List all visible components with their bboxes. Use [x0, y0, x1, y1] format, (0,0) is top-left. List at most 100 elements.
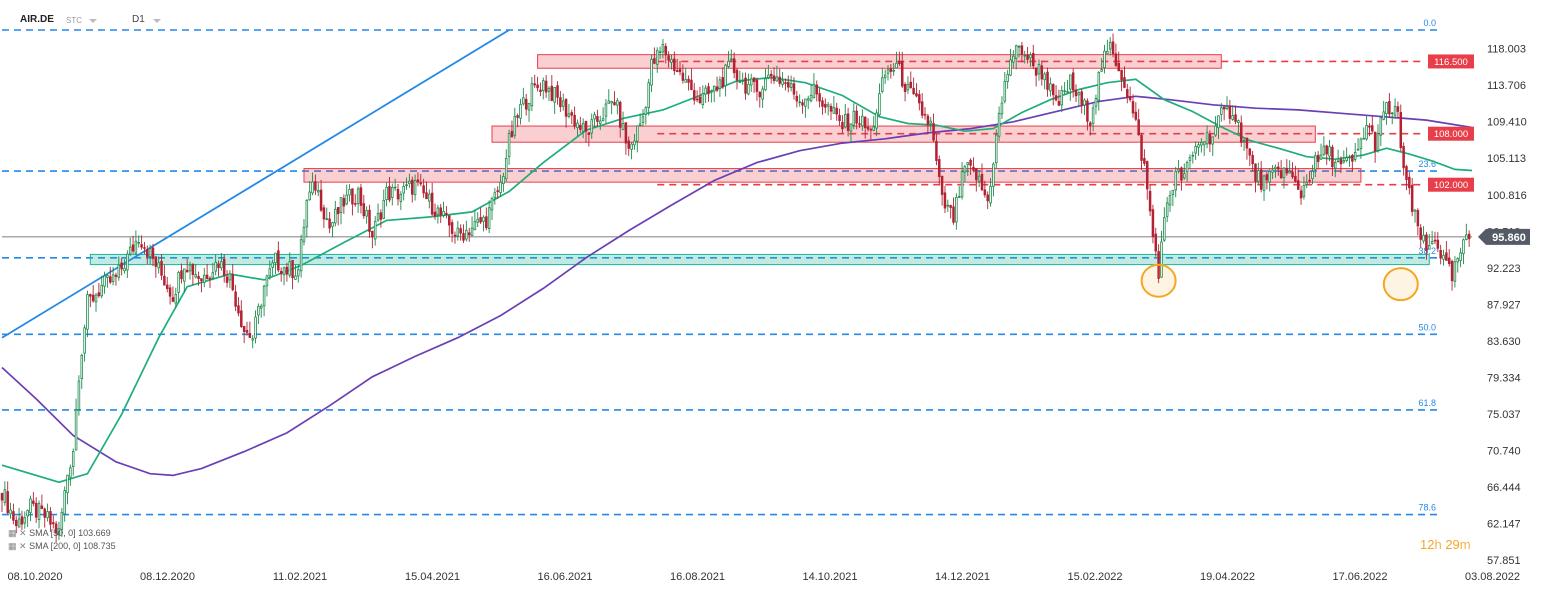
- candle-body: [1319, 154, 1323, 160]
- candle-body: [630, 143, 633, 150]
- candle-body: [1254, 163, 1257, 182]
- candle-body: [1331, 146, 1334, 168]
- chevron-down-icon[interactable]: [153, 19, 161, 23]
- x-tick-label: 15.02.2022: [1067, 571, 1122, 583]
- candle-body: [1074, 89, 1078, 97]
- resistance-zone: [537, 54, 1222, 69]
- fib-level-label: 78.6: [1418, 503, 1436, 513]
- close-icon[interactable]: ✕: [19, 528, 27, 538]
- candle-body: [1145, 161, 1149, 190]
- candle-body: [1376, 133, 1380, 151]
- candle-body: [866, 127, 870, 130]
- candle-body: [1040, 65, 1044, 80]
- candle-body: [778, 76, 781, 84]
- candle-body: [952, 206, 955, 223]
- candle-body: [707, 86, 710, 95]
- candle-body: [1316, 154, 1320, 162]
- candle-body: [496, 190, 499, 192]
- candle-body: [97, 292, 101, 297]
- candle-body: [262, 285, 266, 307]
- candle-body: [798, 101, 801, 104]
- x-axis[interactable]: 08.10.2020 08.12.2020 11.02.2021 15.04.2021…: [7, 571, 1520, 583]
- candle-body: [134, 240, 138, 254]
- legend-sma50[interactable]: ▦ ✕ SMA [50, 0] 103.669: [8, 528, 111, 539]
- candle-body: [1205, 132, 1209, 145]
- candle-body: [678, 68, 682, 73]
- timeframe-label[interactable]: D1: [132, 14, 145, 25]
- candle-body: [128, 246, 132, 255]
- candle-body: [376, 213, 380, 221]
- y-axis[interactable]: 118.003113.706109.410105.113100.81696.51…: [1487, 44, 1527, 567]
- candle-body: [416, 179, 420, 183]
- resistance-zone: [303, 168, 1362, 183]
- candle-body: [393, 186, 397, 189]
- candle-body: [949, 205, 952, 208]
- candle-body: [1089, 122, 1092, 126]
- candle-body: [704, 87, 707, 95]
- candle-body: [80, 354, 84, 379]
- candle-body: [356, 188, 360, 204]
- candle-body: [1282, 167, 1286, 178]
- candle-body: [49, 511, 52, 525]
- candle-body: [180, 270, 183, 280]
- candle-body: [1388, 100, 1391, 115]
- close-icon[interactable]: ✕: [19, 541, 27, 551]
- candle-body: [20, 516, 24, 525]
- candle-body: [177, 272, 180, 293]
- candle-body: [732, 58, 736, 74]
- support-zone: [89, 253, 1430, 266]
- candle-body: [1311, 170, 1314, 180]
- candle-body: [918, 94, 921, 104]
- candle-body: [624, 122, 628, 144]
- candle-body: [482, 216, 485, 222]
- candle-body: [712, 85, 716, 92]
- candle-body: [556, 85, 559, 98]
- chevron-down-icon[interactable]: [89, 19, 97, 23]
- instrument-type[interactable]: STC: [66, 16, 82, 25]
- timer-minutes: 29: [1445, 537, 1460, 552]
- candle-body: [294, 275, 297, 280]
- candle-body: [650, 59, 653, 86]
- candle-body: [160, 260, 163, 276]
- candle-body: [1126, 89, 1129, 98]
- zones[interactable]: [89, 54, 1430, 266]
- resistance-zone: [491, 125, 1316, 143]
- candle-body: [0, 492, 4, 501]
- candle-body: [923, 113, 927, 116]
- symbol-label[interactable]: AIR.DE: [20, 14, 54, 25]
- x-tick-label: 15.04.2021: [405, 571, 460, 583]
- candle-body: [220, 261, 223, 269]
- candle-body: [322, 207, 326, 220]
- candle-body: [54, 523, 58, 534]
- candle-body: [342, 197, 346, 207]
- candle-body: [601, 118, 605, 122]
- y-tick-label: 70.740: [1487, 445, 1521, 457]
- trendline-layer[interactable]: [1, 29, 510, 339]
- sma200-line: [1, 95, 1473, 477]
- candle-body: [627, 140, 630, 149]
- legend-sma200[interactable]: ▦ ✕ SMA [200, 0] 108.735: [8, 541, 116, 552]
- candle-body: [1299, 190, 1303, 199]
- legend-label: SMA [50, 0]: [29, 528, 76, 538]
- candle-body: [94, 294, 98, 303]
- candle-body: [920, 101, 924, 116]
- candle-body: [1066, 91, 1069, 93]
- candle-body: [391, 187, 394, 198]
- candle-body: [599, 120, 602, 124]
- candle-body: [26, 509, 29, 517]
- x-tick-label: 03.08.2022: [1465, 571, 1520, 583]
- candle-body: [1120, 69, 1123, 81]
- highlight-circles[interactable]: [1140, 263, 1419, 302]
- candle-body: [1365, 124, 1368, 140]
- candle-body: [109, 276, 112, 283]
- candle-body: [450, 222, 454, 234]
- candle-body: [1191, 154, 1195, 157]
- candle-body: [926, 115, 930, 125]
- candle-body: [1348, 156, 1351, 159]
- candle-body: [405, 184, 408, 186]
- candle-body: [334, 208, 337, 224]
- candle-body: [912, 87, 915, 95]
- candle-body: [607, 100, 611, 104]
- candle-body: [789, 83, 793, 88]
